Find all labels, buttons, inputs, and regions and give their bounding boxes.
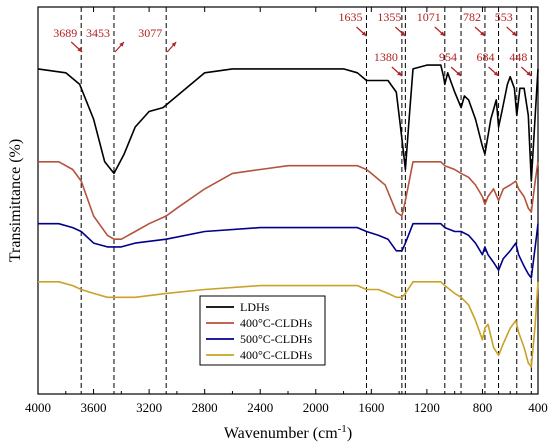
x-tick-label: 4000 — [25, 400, 51, 415]
annotation-label-1071: 1071 — [417, 10, 441, 24]
annotation-arrowhead-1355 — [400, 31, 406, 36]
annotation-label-448: 448 — [509, 50, 527, 64]
x-tick-label: 2000 — [303, 400, 329, 415]
legend-label-1: 400°C-CLDHs — [240, 316, 312, 330]
x-tick-label: 3600 — [81, 400, 107, 415]
x-tick-label: 800 — [473, 400, 493, 415]
series-line-2 — [38, 222, 539, 279]
annotation-label-3077: 3077 — [138, 26, 162, 40]
legend-label-2: 500°C-CLDHs — [240, 332, 312, 346]
annotation-label-1635: 1635 — [338, 10, 362, 24]
legend-label-3: 400°C-CLDHs — [240, 348, 312, 362]
annotation-label-553: 553 — [495, 10, 513, 24]
x-tick-label: 2800 — [192, 400, 218, 415]
annotation-arrowhead-1071 — [440, 31, 445, 36]
annotation-label-684: 684 — [477, 50, 495, 64]
annotation-label-954: 954 — [439, 50, 457, 64]
series-line-3 — [38, 281, 539, 368]
x-tick-label: 2400 — [247, 400, 273, 415]
x-tick-label: 400 — [528, 400, 548, 415]
annotation-label-782: 782 — [463, 10, 481, 24]
annotation-arrowhead-954 — [456, 71, 462, 76]
series-line-0 — [37, 64, 539, 182]
x-axis-ticks: 4000 3600 3200 2800 2400 2000 1600 1200 800 400 — [25, 7, 548, 415]
series-line-1 — [38, 161, 539, 240]
legend: LDHs 400°C-CLDHs 500°C-CLDHs 400°C-CLDHs — [199, 295, 326, 366]
annotation-arrowhead-448 — [526, 71, 532, 76]
series-layer — [37, 64, 539, 368]
annotation-arrowhead-782 — [480, 31, 485, 36]
annotation-arrowhead-553 — [511, 31, 517, 36]
annotation-arrowhead-1635 — [361, 31, 367, 36]
annotation-label-3689: 3689 — [53, 26, 77, 40]
annotation-arrowhead-1380 — [397, 71, 402, 76]
annotation-arrowhead-3689 — [77, 47, 83, 52]
annotation-label-1380: 1380 — [374, 50, 398, 64]
annotation-marks: 3689 3453 3077 1635 1380 1355 1071 954 782 684 553… — [53, 10, 532, 77]
y-axis-title: Transimittance (%) — [7, 139, 24, 262]
annotation-label-1355: 1355 — [377, 10, 401, 24]
annotation-arrowhead-3077 — [171, 42, 177, 47]
x-tick-label: 1600 — [358, 400, 384, 415]
x-axis-title: Wavenumber (cm-1) — [224, 423, 352, 442]
annotation-arrowhead-684 — [493, 71, 499, 76]
x-tick-label: 1200 — [414, 400, 440, 415]
annotation-label-3453: 3453 — [86, 26, 110, 40]
annotation-arrowhead-3453 — [119, 42, 124, 47]
x-tick-label: 3200 — [136, 400, 162, 415]
legend-label-0: LDHs — [240, 300, 270, 314]
